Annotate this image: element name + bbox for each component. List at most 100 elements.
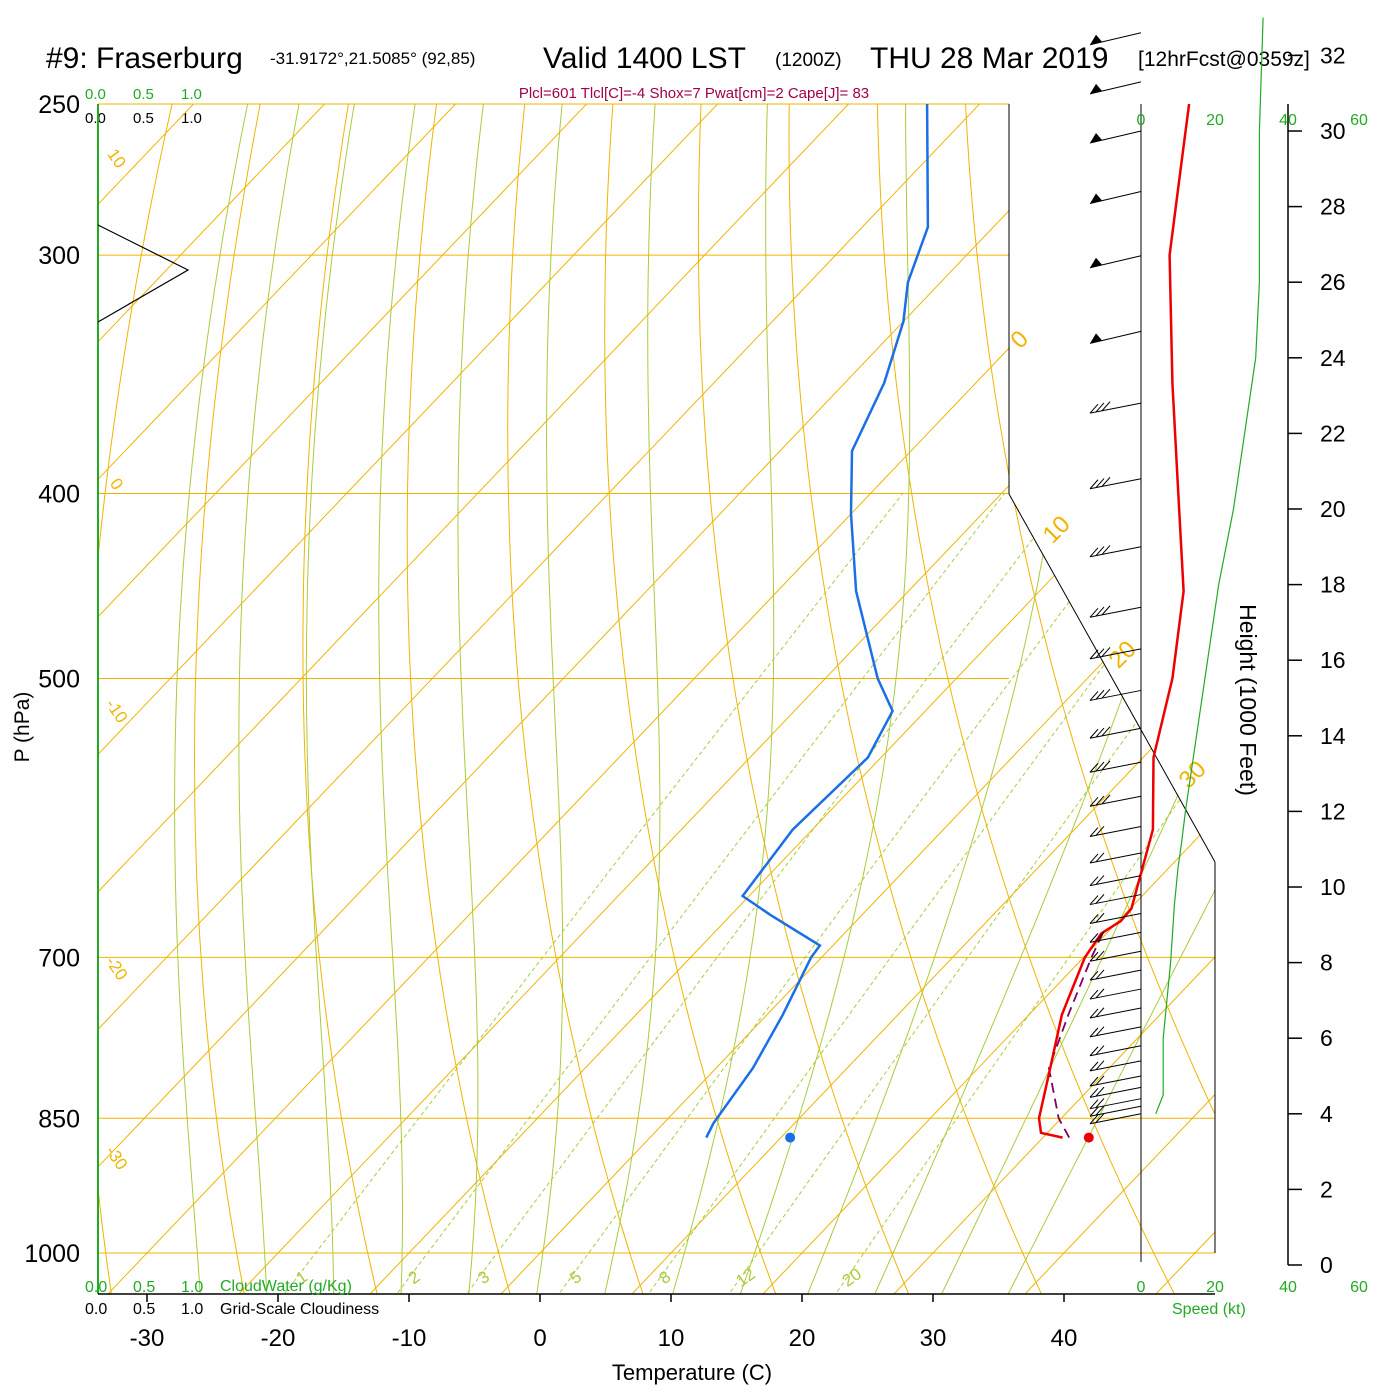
wind-barb-feather — [1095, 606, 1105, 617]
wind-barb-staff — [1089, 330, 1142, 344]
wind-barb-staff — [1089, 255, 1142, 269]
dry-adiabat-line — [876, 104, 1195, 1294]
parcel-profile-line — [1047, 933, 1104, 1139]
wind-barb-feather — [1095, 1075, 1105, 1086]
wind-barb — [1089, 852, 1142, 864]
wind-barb — [1089, 875, 1142, 887]
isotherm-label: 10 — [1038, 511, 1076, 549]
surface-temperature-dot — [1083, 1132, 1094, 1143]
wind-barb-feather — [1101, 545, 1111, 555]
wind-barb-feather — [1095, 912, 1105, 923]
wind-barb-feather — [1095, 402, 1105, 413]
wind-barb — [1089, 190, 1142, 204]
wind-barb-feather — [1101, 647, 1111, 657]
pressure-tick-label: 250 — [38, 91, 80, 119]
wind-barb-staff — [1089, 1098, 1142, 1110]
wind-barb — [1089, 931, 1142, 943]
x-tick-label: 20 — [789, 1325, 816, 1352]
isobars — [98, 103, 1215, 1254]
mixing-ratio-label: 2 — [405, 1267, 424, 1288]
dry-adiabat-line — [1293, 0, 1400, 1332]
wind-barb-feather — [1089, 479, 1099, 490]
speed-tick: 20 — [1206, 112, 1224, 129]
wind-barb-feather — [1089, 1027, 1099, 1038]
temperature-profile-line — [1037, 103, 1191, 1139]
cloudiness-label: Grid-Scale Cloudiness — [220, 1301, 379, 1318]
wind-barb-feather — [1089, 1099, 1099, 1110]
station-title: #9: Fraserburg — [46, 42, 243, 75]
height-tick-label: 14 — [1320, 723, 1346, 749]
wind-barb-feather — [1089, 914, 1099, 924]
isotherm-line — [202, 104, 1215, 1294]
mixing-ratio-line — [530, 493, 1151, 1294]
wind-barb-feather — [1089, 762, 1099, 773]
wind-barb-feather — [1095, 1045, 1105, 1055]
wind-barb-feather — [1095, 546, 1105, 556]
moist-adiabat-line — [988, 104, 1215, 1294]
moist-adiabat-line — [529, 104, 586, 1294]
stability-indices: Plcl=601 Tlcl[C]=-4 Shox=7 Pwat[cm]=2 Ca… — [519, 85, 869, 102]
plot-frame — [97, 104, 1216, 1294]
isotherm-label: -30 — [102, 1142, 132, 1173]
wind-barb-pennant — [1090, 193, 1102, 204]
wind-barb — [1089, 1045, 1142, 1057]
dry-adiabat-line — [1126, 104, 1215, 1294]
wind-barb — [1089, 81, 1142, 95]
wind-barb-pennant — [1090, 34, 1102, 45]
wind-barb-staff — [1089, 727, 1142, 739]
wind-barb-feather — [1095, 1105, 1105, 1116]
wind-barb — [1089, 912, 1142, 924]
wind-barb-feather — [1089, 933, 1099, 943]
forecast-label: [12hrFcst@0359z] — [1138, 48, 1310, 71]
wind-barb-feather — [1095, 761, 1105, 772]
isotherms — [98, 104, 1215, 1294]
wind-barb-feather — [1101, 477, 1111, 487]
wind-barb-staff — [1089, 1026, 1142, 1038]
cloudwater-top-scale: 0.0 0.5 1.0 — [85, 86, 202, 103]
mixing-ratio-label: 5 — [566, 1267, 585, 1288]
wind-barb — [1089, 1026, 1142, 1038]
cloudiness-bottom-scale: 0.0 0.5 1.0 Grid-Scale Cloudiness — [85, 1301, 379, 1318]
mixing-ratio-line — [254, 493, 904, 1294]
wind-barb-pennant — [1090, 83, 1102, 94]
speed-tick: 40 — [1279, 112, 1297, 129]
wind-barb-feather — [1089, 1114, 1099, 1125]
cloudiness-tick: 1.0 — [181, 1301, 203, 1318]
mixing-ratio-label: 8 — [656, 1267, 675, 1288]
isotherm-line — [98, 104, 502, 1294]
wind-barb-staff — [1089, 931, 1142, 943]
wind-barb-feather — [1095, 1098, 1105, 1108]
speed-top-scale: 0 20 40 60 — [1137, 112, 1368, 129]
wind-barb-feather — [1089, 1008, 1099, 1019]
isotherm-line — [98, 104, 764, 1294]
cloudiness-tick: 0.5 — [133, 110, 154, 127]
wind-barb-staff — [1089, 875, 1142, 887]
height-tick-label: 2 — [1320, 1176, 1333, 1202]
x-tick-label: 10 — [658, 1325, 685, 1352]
speed-tick: 40 — [1279, 1279, 1297, 1296]
wind-barb-feather — [1089, 895, 1099, 905]
cloudiness-tick: 0.5 — [133, 1301, 155, 1318]
wind-barb-feather — [1089, 403, 1099, 414]
y-axis-title: P (hPa) — [11, 692, 34, 763]
wind-barb-feather — [1095, 894, 1105, 904]
height-tick-label: 32 — [1320, 42, 1346, 68]
wind-barb-feather — [1089, 649, 1099, 660]
wind-barb — [1089, 950, 1142, 962]
wind-barb-feather — [1089, 1106, 1099, 1117]
temperature-axis: -30 -20 -10 0 10 20 30 40 — [98, 1293, 1215, 1352]
cloudiness-tick: 0.0 — [85, 110, 106, 127]
wind-barb-feather — [1089, 728, 1099, 739]
pressure-tick-label: 400 — [38, 481, 80, 509]
speed-tick: 60 — [1350, 112, 1368, 129]
wind-barb-feather — [1095, 689, 1105, 700]
wind-barb — [1089, 969, 1142, 981]
wind-barb-feather — [1089, 547, 1099, 558]
speed-tick: 0 — [1137, 112, 1146, 129]
wind-barb — [1089, 1098, 1142, 1110]
isotherm-line — [98, 104, 1157, 1294]
height-tick-label: 10 — [1320, 874, 1346, 900]
cloudwater-tick: 1.0 — [181, 1279, 203, 1296]
speed-tick: 0 — [1137, 1279, 1146, 1296]
isotherm-line — [98, 104, 1026, 1294]
